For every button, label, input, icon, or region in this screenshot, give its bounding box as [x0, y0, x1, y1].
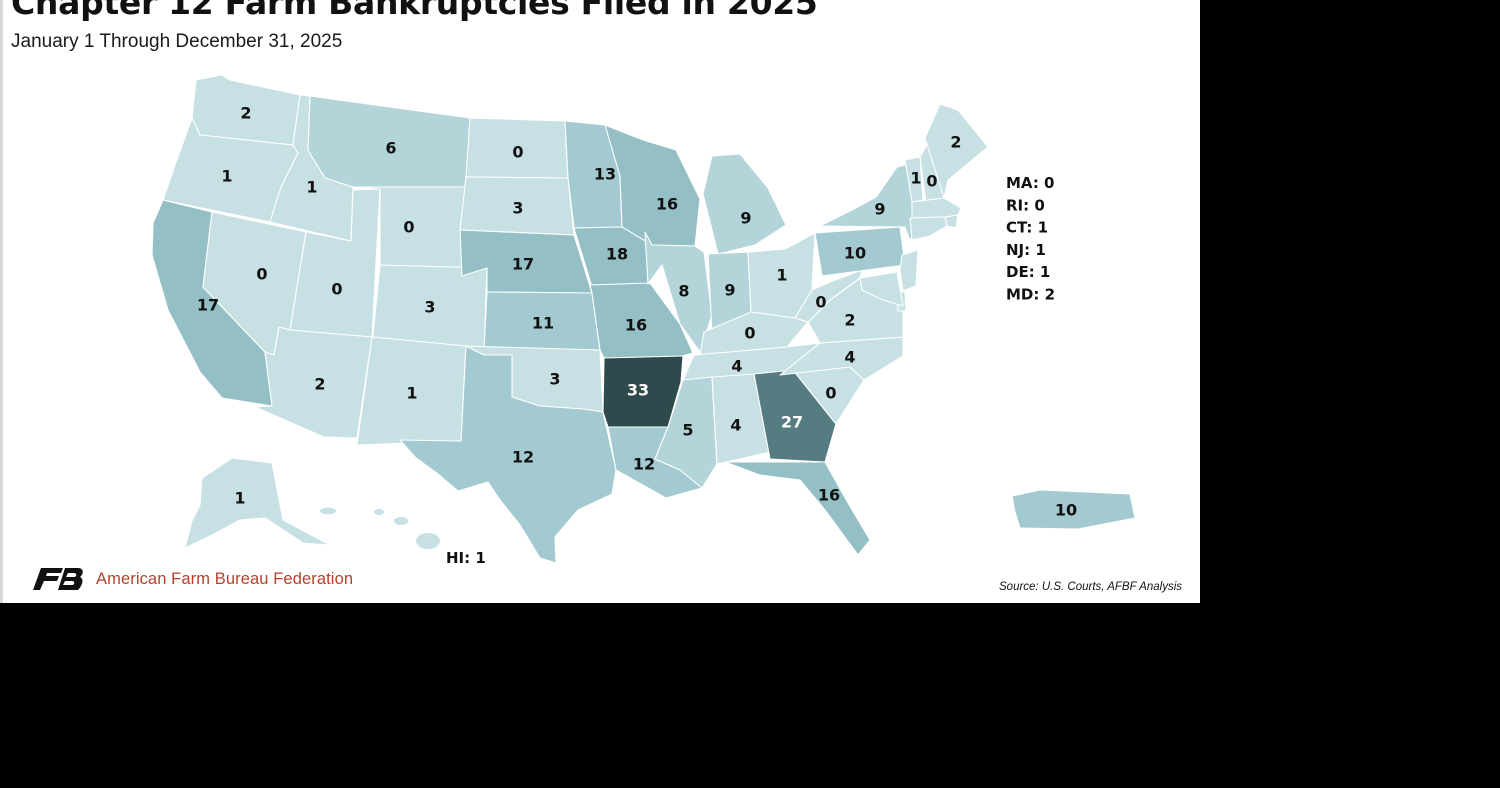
chart-card: Chapter 12 Farm Bankruptcies Filed in 20…: [0, 0, 1200, 603]
afbf-logo: American Farm Bureau Federation: [32, 566, 353, 592]
state-value-wv: 0: [815, 293, 826, 312]
state-value-ky: 0: [744, 324, 755, 343]
state-value-ny: 9: [874, 200, 885, 219]
state-value-ak: 1: [234, 489, 245, 508]
state-value-ar: 33: [627, 381, 649, 400]
state-value-mi: 9: [740, 209, 751, 228]
source-note: Source: U.S. Courts, AFBF Analysis: [999, 581, 1182, 593]
left-border: [0, 0, 3, 603]
state-value-nc: 4: [844, 348, 855, 367]
state-value-ut: 0: [331, 280, 342, 299]
state-value-ms: 5: [682, 421, 693, 440]
state-value-il: 8: [678, 282, 689, 301]
state-value-wy: 0: [403, 218, 414, 237]
state-value-oh: 1: [776, 266, 787, 285]
state-md: [859, 271, 904, 307]
side-label-ma: MA: 0: [1006, 174, 1054, 192]
state-value-wa: 2: [240, 104, 251, 123]
state-al: [711, 373, 771, 465]
organization-name: American Farm Bureau Federation: [96, 569, 354, 588]
state-value-al: 4: [730, 416, 741, 435]
state-value-pr: 10: [1055, 501, 1077, 520]
small-state-legend: MA: 0 RI: 0 CT: 1 NJ: 1 DE: 1 MD: 2 HI: 1: [446, 174, 1055, 567]
state-value-nv: 0: [256, 265, 267, 284]
state-value-co: 3: [424, 298, 435, 317]
state-value-or: 1: [221, 167, 232, 186]
state-ak: [184, 457, 331, 549]
state-value-nm: 1: [406, 384, 417, 403]
state-hi-island-3: [394, 517, 408, 525]
state-value-ga: 27: [781, 413, 803, 432]
state-value-wi: 16: [656, 195, 678, 214]
state-value-va: 2: [844, 311, 855, 330]
state-fl: [724, 461, 871, 556]
state-value-ks: 11: [532, 314, 554, 333]
fb-logo-icon: [33, 568, 83, 590]
state-value-sc: 0: [825, 384, 836, 403]
state-value-labels: 2117100260310317113121318163312168991045…: [197, 104, 1077, 520]
hawaii-label: HI: 1: [446, 549, 486, 567]
chart-title: Chapter 12 Farm Bankruptcies Filed in 20…: [11, 0, 818, 22]
state-value-id: 1: [306, 178, 317, 197]
state-ma: [911, 197, 962, 219]
state-il: [644, 231, 713, 353]
state-vt: [904, 156, 924, 203]
state-value-vt: 1: [910, 169, 921, 188]
side-label-de: DE: 1: [1006, 263, 1050, 281]
state-shapes: [151, 74, 1136, 564]
side-label-ct: CT: 1: [1006, 219, 1048, 237]
state-value-mt: 6: [385, 139, 396, 158]
state-value-mo: 16: [625, 316, 647, 335]
state-value-ca: 17: [197, 296, 219, 315]
state-mi: [702, 153, 787, 255]
state-hi-island-4: [416, 533, 440, 549]
state-value-me: 2: [950, 133, 961, 152]
state-wv: [794, 269, 863, 323]
state-value-la: 12: [633, 455, 655, 474]
state-value-nd: 0: [512, 143, 523, 162]
state-value-ne: 17: [512, 255, 534, 274]
state-value-pa: 10: [844, 244, 866, 263]
state-value-tn: 4: [731, 357, 742, 376]
state-pr: [1011, 489, 1136, 530]
state-value-ok: 3: [549, 370, 560, 389]
state-value-tx: 12: [512, 448, 534, 467]
state-value-sd: 3: [512, 199, 523, 218]
us-choropleth-map: 2117100260310317113121318163312168991045…: [151, 74, 1136, 567]
side-label-ri: RI: 0: [1006, 196, 1045, 214]
state-hi-island-1: [320, 507, 336, 515]
state-value-az: 2: [314, 375, 325, 394]
state-ct: [909, 216, 948, 241]
state-value-nh: 0: [926, 172, 937, 191]
state-hi-island-2: [374, 509, 384, 515]
state-value-in: 9: [724, 281, 735, 300]
state-nj: [899, 249, 919, 292]
state-value-fl: 16: [818, 486, 840, 505]
state-value-mn: 13: [594, 165, 616, 184]
state-value-ia: 18: [606, 245, 628, 264]
chart-subtitle: January 1 Through December 31, 2025: [11, 31, 343, 52]
state-tx: [399, 345, 617, 564]
side-label-nj: NJ: 1: [1006, 241, 1046, 259]
side-label-md: MD: 2: [1006, 286, 1055, 304]
